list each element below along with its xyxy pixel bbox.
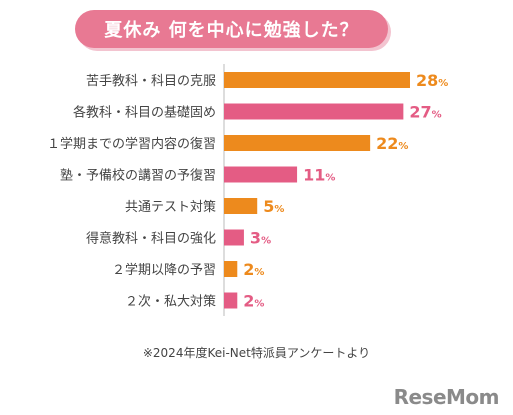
resemom-logo: ReseMom: [393, 385, 500, 409]
bar: [224, 229, 244, 246]
category-label: １学期までの学習内容の復習: [47, 136, 216, 152]
percent-sign: %: [432, 110, 442, 121]
value-label: 11%: [303, 166, 335, 185]
value-label: 3%: [250, 229, 271, 248]
bar: [224, 292, 238, 309]
chart-title: 夏休み 何を中心に勉強した？: [75, 10, 388, 48]
percent-sign: %: [261, 236, 271, 247]
percent-sign: %: [254, 299, 264, 310]
bar: [224, 261, 238, 277]
value-label: 2%: [243, 260, 264, 279]
category-label: 苦手教科・科目の克服: [86, 73, 216, 89]
value-label: 22%: [376, 134, 408, 153]
source-footnote: ※2024年度Kei-Net特派員アンケートより: [142, 346, 371, 360]
category-label: ２次・私大対策: [125, 294, 216, 310]
bar: [224, 166, 298, 183]
bar: [224, 198, 258, 214]
value-label: 5%: [263, 197, 284, 216]
bar: [224, 103, 404, 120]
category-label: ２学期以降の予習: [112, 262, 216, 278]
category-label: 各教科・科目の基礎固め: [73, 105, 216, 121]
value-label: 28%: [416, 71, 448, 90]
value-label: 27%: [409, 103, 441, 122]
category-label: 共通テスト対策: [125, 199, 216, 215]
category-label: 得意教科・科目の強化: [86, 231, 216, 247]
percent-sign: %: [254, 267, 264, 278]
percent-sign: %: [274, 204, 284, 215]
percent-sign: %: [398, 141, 408, 152]
bar: [224, 135, 371, 151]
percent-sign: %: [438, 78, 448, 89]
percent-sign: %: [325, 173, 335, 184]
value-label: 2%: [243, 292, 264, 311]
category-label: 塾・予備校の講習の予復習: [60, 168, 216, 184]
bar: [224, 72, 410, 88]
